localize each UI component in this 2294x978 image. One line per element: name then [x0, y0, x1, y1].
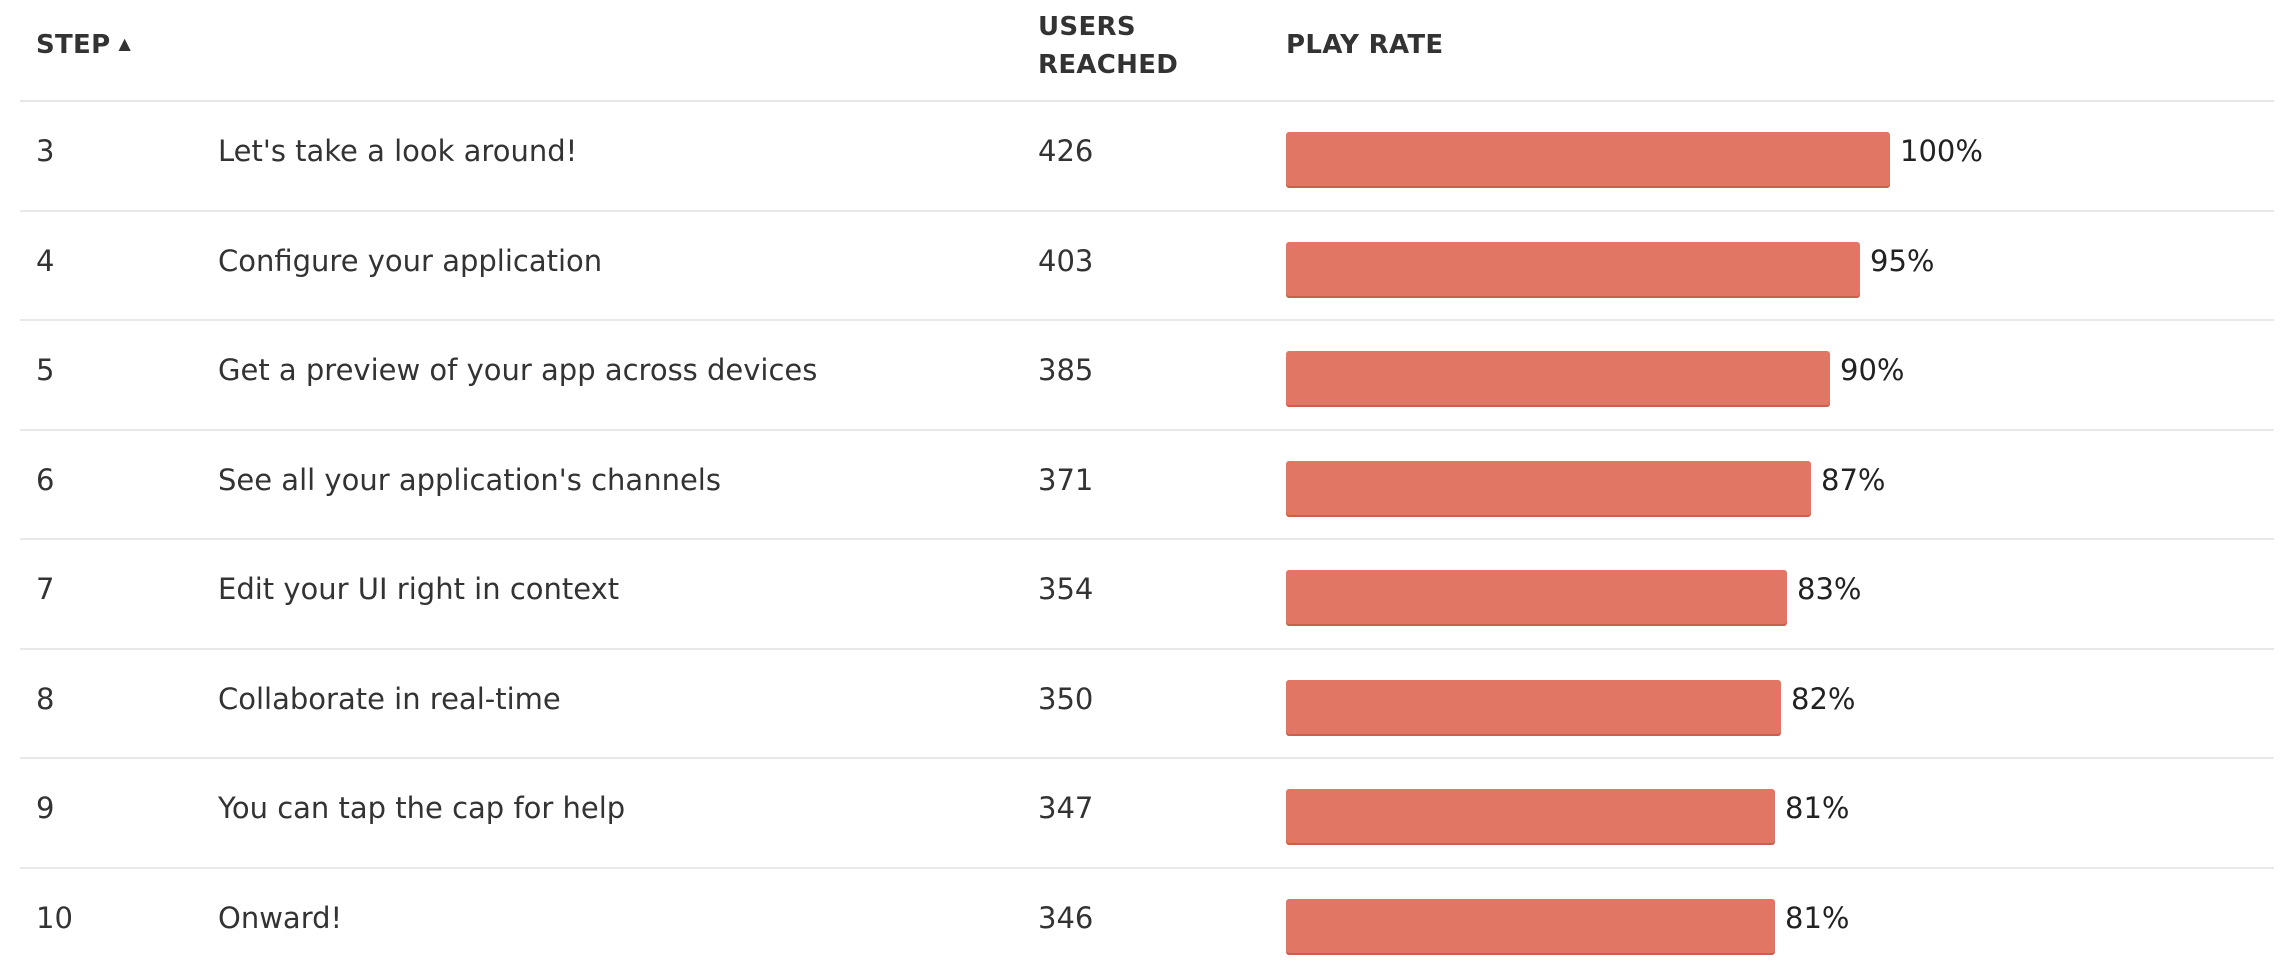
users-reached-value: 385	[1038, 353, 1093, 387]
users-reached-value: 347	[1038, 791, 1093, 825]
steps-table: STEP ▲ USERS REACHED PLAY RATE 3 Let's tak…	[20, 0, 2274, 978]
table-body: 3 Let's take a look around! 426 100% 4 Config…	[20, 102, 2274, 978]
table-row[interactable]: 8 Collaborate in real-time 350 82%	[20, 650, 2274, 760]
play-rate-bar	[1286, 899, 1775, 953]
play-rate-bar	[1286, 351, 1830, 405]
users-reached-value: 350	[1038, 682, 1093, 716]
table-row[interactable]: 10 Onward! 346 81%	[20, 869, 2274, 978]
table-row[interactable]: 9 You can tap the cap for help 347 81%	[20, 759, 2274, 869]
column-header-step[interactable]: STEP ▲	[36, 30, 131, 60]
step-number: 9	[36, 791, 54, 825]
play-rate-cell: 90%	[1286, 351, 2186, 405]
users-reached-value: 346	[1038, 901, 1093, 935]
play-rate-cell: 95%	[1286, 242, 2186, 296]
step-name: Let's take a look around!	[218, 134, 577, 168]
step-number: 3	[36, 134, 54, 168]
column-header-play-rate[interactable]: PLAY RATE	[1286, 30, 1443, 60]
play-rate-bar	[1286, 461, 1811, 515]
play-rate-label: 100%	[1900, 134, 1983, 168]
play-rate-cell: 100%	[1286, 132, 2186, 186]
table-header: STEP ▲ USERS REACHED PLAY RATE	[20, 0, 2274, 102]
play-rate-cell: 81%	[1286, 789, 2186, 843]
step-number: 6	[36, 463, 54, 497]
play-rate-label: 82%	[1791, 682, 1855, 716]
play-rate-bar	[1286, 680, 1781, 734]
table-row[interactable]: 5 Get a preview of your app across device…	[20, 321, 2274, 431]
step-number: 5	[36, 353, 54, 387]
play-rate-label: 90%	[1840, 353, 1904, 387]
table-row[interactable]: 6 See all your application's channels 371 8…	[20, 431, 2274, 541]
play-rate-cell: 87%	[1286, 461, 2186, 515]
play-rate-bar	[1286, 570, 1787, 624]
play-rate-label: 81%	[1785, 791, 1849, 825]
step-name: Edit your UI right in context	[218, 572, 619, 606]
step-name: You can tap the cap for help	[218, 791, 625, 825]
play-rate-label: 83%	[1797, 572, 1861, 606]
step-number: 4	[36, 244, 54, 278]
sort-ascending-icon: ▲	[118, 34, 131, 53]
step-name: Onward!	[218, 901, 342, 935]
column-header-users-reached[interactable]: USERS REACHED	[1038, 8, 1198, 84]
play-rate-label: 81%	[1785, 901, 1849, 935]
step-name: Get a preview of your app across devices	[218, 353, 817, 387]
play-rate-label: 87%	[1821, 463, 1885, 497]
column-header-users-line1: USERS	[1038, 8, 1198, 46]
column-header-users-line2: REACHED	[1038, 46, 1198, 84]
play-rate-label: 95%	[1870, 244, 1934, 278]
play-rate-bar	[1286, 789, 1775, 843]
step-number: 7	[36, 572, 54, 606]
table-row[interactable]: 4 Configure your application 403 95%	[20, 212, 2274, 322]
table-row[interactable]: 3 Let's take a look around! 426 100%	[20, 102, 2274, 212]
play-rate-cell: 83%	[1286, 570, 2186, 624]
play-rate-cell: 81%	[1286, 899, 2186, 953]
column-header-step-label: STEP	[36, 30, 110, 60]
step-name: Collaborate in real-time	[218, 682, 561, 716]
step-number: 10	[36, 901, 73, 935]
play-rate-bar	[1286, 242, 1860, 296]
step-name: Configure your application	[218, 244, 602, 278]
users-reached-value: 403	[1038, 244, 1093, 278]
users-reached-value: 371	[1038, 463, 1093, 497]
users-reached-value: 354	[1038, 572, 1093, 606]
table-row[interactable]: 7 Edit your UI right in context 354 83%	[20, 540, 2274, 650]
step-number: 8	[36, 682, 54, 716]
users-reached-value: 426	[1038, 134, 1093, 168]
play-rate-cell: 82%	[1286, 680, 2186, 734]
play-rate-bar	[1286, 132, 1890, 186]
step-name: See all your application's channels	[218, 463, 721, 497]
